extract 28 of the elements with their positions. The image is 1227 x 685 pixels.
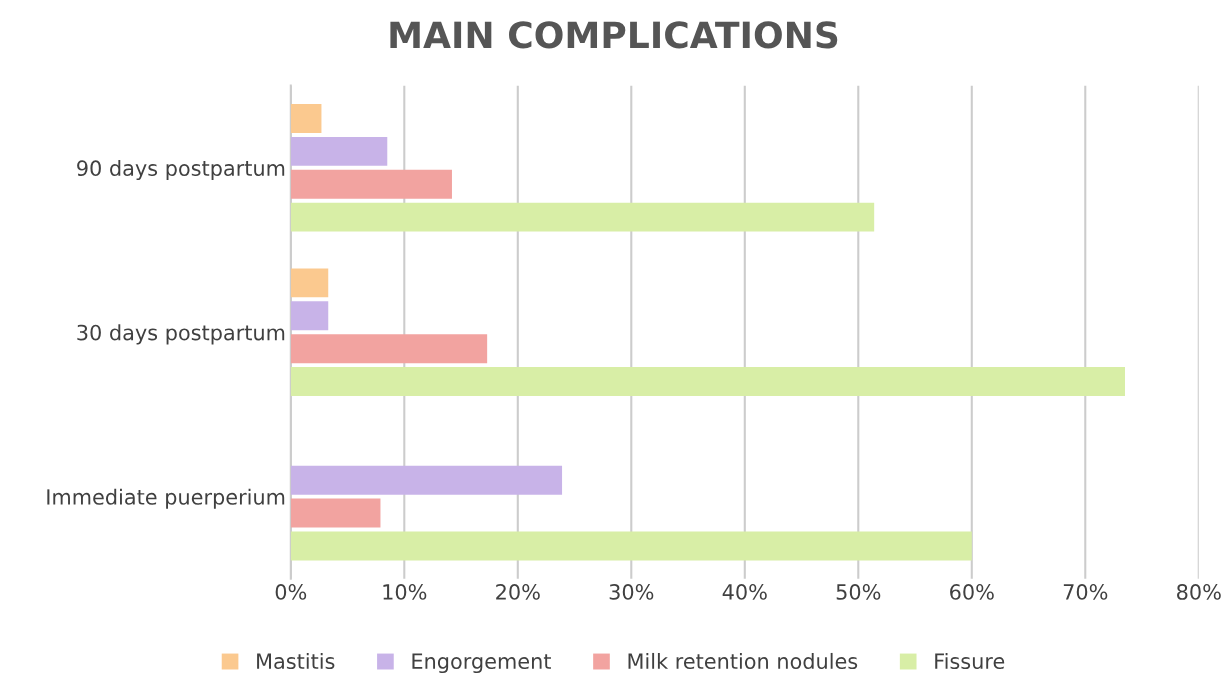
x-tick-label: 30% [609, 584, 654, 600]
x-tick-label: 20% [496, 584, 540, 600]
x-tick-label: 60% [950, 584, 994, 600]
x-tick-label: 0% [275, 584, 307, 600]
x-tick-label: 70% [1063, 584, 1108, 600]
bar [290, 301, 329, 331]
chart-title: MAIN COMPLICATIONS [390, 21, 838, 49]
legend-label: Mastitis [257, 652, 335, 670]
y-tick-label: 30 days postpartum [77, 324, 285, 345]
bar [290, 465, 563, 495]
bar [290, 531, 972, 561]
x-tick-label: 40% [722, 584, 767, 600]
legend-label: Fissure [935, 652, 1005, 670]
bar [290, 104, 322, 133]
x-tick-label: 50% [836, 584, 881, 600]
bar [290, 169, 452, 199]
bar [290, 498, 381, 528]
bar [290, 367, 1126, 397]
bar [290, 268, 329, 298]
legend-label: Engorgement [412, 653, 551, 674]
x-tick-label: 10% [383, 584, 427, 600]
x-tick-label: 80% [1177, 584, 1221, 600]
legend-label: Milk retention nodules [628, 652, 858, 670]
bar [290, 136, 388, 166]
y-tick-label: Immediate puerperium [47, 488, 285, 509]
bar [290, 334, 488, 364]
bar [290, 202, 875, 232]
y-tick-label: 90 days postpartum [77, 159, 285, 181]
